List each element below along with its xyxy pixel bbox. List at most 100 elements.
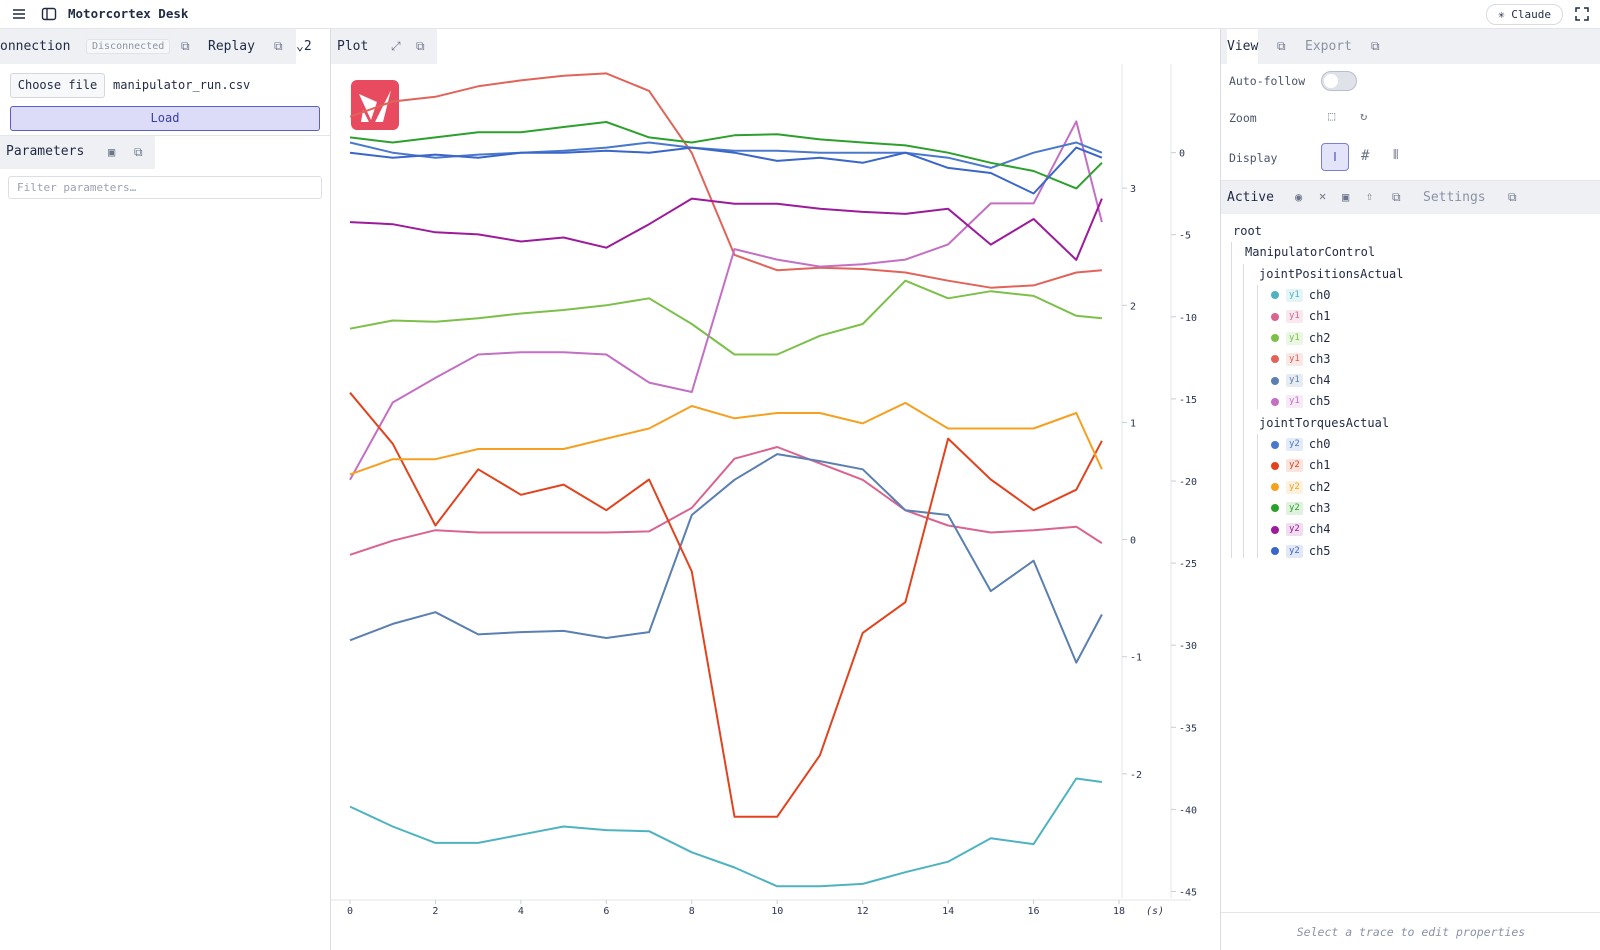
visibility-icon[interactable]: ◉ — [1295, 190, 1303, 204]
popout-icon[interactable]: ⧉ — [274, 39, 283, 53]
connection-status: Disconnected — [86, 38, 171, 54]
tree-guide — [1257, 284, 1258, 409]
tree-guide — [1231, 242, 1232, 558]
more-tabs[interactable]: ⌄2 — [296, 29, 330, 64]
y-tick-label: 3 — [1130, 184, 1136, 195]
grid-button[interactable]: # — [1361, 148, 1370, 164]
chart: 0 2 4 6 8 10 12 14 16 18 (s)-2-101230-5-10-15-20-2… — [331, 64, 1197, 917]
trace-entry[interactable]: y2 ch1 — [1271, 455, 1331, 475]
active-tab[interactable]: Active — [1227, 190, 1274, 205]
trace-entry[interactable]: y1 ch0 — [1271, 285, 1331, 305]
trace-name: ch4 — [1308, 373, 1331, 388]
y2-tick-label: -35 — [1179, 723, 1197, 734]
series-line — [349, 453, 1103, 664]
separator — [1221, 180, 1600, 181]
trace-color — [1271, 376, 1279, 385]
upload-icon[interactable]: ⇧ — [1366, 189, 1374, 203]
auto-follow-label: Auto-follow — [1229, 74, 1306, 88]
trace-color — [1271, 483, 1279, 492]
x-tick-label: 14 — [942, 906, 954, 917]
auto-follow-toggle[interactable] — [1321, 71, 1357, 91]
trace-color — [1271, 334, 1279, 342]
replay-tab[interactable]: Replay — [208, 39, 255, 54]
tree-group[interactable]: jointPositionsActual — [1259, 266, 1404, 281]
clear-icon[interactable]: ✕ — [1319, 189, 1327, 203]
parameters-title: Parameters — [6, 144, 85, 159]
y2-tick-label: -30 — [1179, 641, 1197, 652]
choose-file-button[interactable]: Choose file — [10, 73, 105, 98]
popout-icon[interactable]: ⧉ — [181, 39, 190, 53]
x-tick-label: 10 — [771, 906, 783, 917]
tree-guide — [1243, 263, 1244, 558]
zoom-box-button[interactable]: ⬚ — [1328, 109, 1336, 123]
sidebar-toggle[interactable] — [41, 6, 57, 22]
view-tab[interactable]: View — [1227, 29, 1259, 64]
expand-icon[interactable]: ⤢ — [391, 39, 401, 53]
trace-entry[interactable]: y2 ch5 — [1271, 541, 1331, 561]
x-tick-label: 18 — [1113, 906, 1125, 917]
assistant-button[interactable]: ✳ Claude — [1486, 4, 1563, 25]
series-line — [349, 141, 1103, 169]
save-icon[interactable]: ▣ — [108, 145, 116, 159]
chevron: ⌄ — [296, 39, 304, 54]
x-tick-label: 16 — [1028, 906, 1040, 917]
save-icon[interactable]: ▣ — [1342, 190, 1350, 204]
tree-group[interactable]: jointTorquesActual — [1259, 415, 1390, 430]
trace-entry[interactable]: y1 ch4 — [1271, 370, 1331, 390]
plot-tab[interactable]: Plot — [337, 39, 369, 54]
trace-entry[interactable]: y2 ch0 — [1271, 434, 1331, 454]
zoom-reset-button[interactable]: ↻ — [1360, 109, 1368, 123]
trace-entry[interactable]: y2 ch3 — [1271, 498, 1331, 518]
trace-entry[interactable]: y2 ch2 — [1271, 477, 1331, 497]
series-line — [349, 777, 1103, 888]
split-button[interactable]: ⫴ — [1393, 148, 1399, 163]
trace-entry[interactable]: y1 ch2 — [1271, 328, 1331, 348]
axis-badge: y1 — [1286, 374, 1303, 388]
display-mode-button[interactable]: ǀ — [1321, 143, 1349, 171]
settings-tab[interactable]: Settings — [1423, 190, 1486, 205]
trace-entry[interactable]: y1 ch1 — [1271, 306, 1331, 326]
series-line — [349, 197, 1103, 261]
popout-icon[interactable]: ⧉ — [416, 39, 425, 53]
fullscreen-button[interactable] — [1574, 6, 1590, 22]
popout-icon[interactable]: ⧉ — [134, 145, 143, 159]
display-label: Display — [1229, 151, 1278, 165]
connection-tab[interactable]: onnection — [0, 39, 71, 54]
series-line — [349, 72, 1102, 289]
series-line — [349, 146, 1103, 195]
trace-entry[interactable]: y1 ch5 — [1271, 391, 1331, 411]
trace-name: ch2 — [1308, 479, 1331, 494]
trace-color — [1271, 547, 1279, 555]
trace-entry[interactable]: y1 ch3 — [1271, 349, 1331, 369]
y2-tick-label: -25 — [1179, 559, 1197, 570]
popout-icon[interactable]: ⧉ — [1277, 39, 1286, 53]
tree-root[interactable]: root — [1233, 224, 1262, 238]
view-tab-row: View ⧉ Export ⧉ — [1221, 29, 1600, 64]
trace-color — [1271, 355, 1279, 364]
x-tick-label: 12 — [857, 906, 869, 917]
popout-icon[interactable]: ⧉ — [1371, 39, 1380, 53]
axis-badge: y1 — [1286, 352, 1303, 366]
axis-badge: y2 — [1286, 523, 1303, 537]
trace-entry[interactable]: y2 ch4 — [1271, 519, 1331, 539]
trace-color — [1271, 312, 1279, 321]
x-axis-label: (s) — [1146, 906, 1164, 917]
y2-tick-label: -20 — [1179, 477, 1197, 488]
app-title: Motorcortex Desk — [68, 6, 189, 21]
filter-input[interactable]: Filter parameters… — [8, 176, 322, 199]
y-tick-label: -1 — [1130, 653, 1142, 664]
load-button[interactable]: Load — [10, 106, 320, 131]
export-tab[interactable]: Export — [1305, 39, 1352, 54]
series-line — [349, 446, 1103, 556]
axis-badge: y1 — [1286, 331, 1303, 345]
popout-icon[interactable]: ⧉ — [1392, 190, 1401, 204]
zoom-label: Zoom — [1229, 111, 1257, 125]
series-line — [349, 121, 1103, 190]
menu-button[interactable] — [12, 7, 26, 21]
active-tab-row: Active ◉ ✕ ▣ ⇧ ⧉ Settings ⧉ — [1221, 181, 1600, 214]
assistant-label: Claude — [1511, 8, 1551, 21]
tree-node[interactable]: ManipulatorControl — [1245, 245, 1376, 260]
series-line — [349, 401, 1103, 476]
popout-icon[interactable]: ⧉ — [1508, 190, 1517, 204]
